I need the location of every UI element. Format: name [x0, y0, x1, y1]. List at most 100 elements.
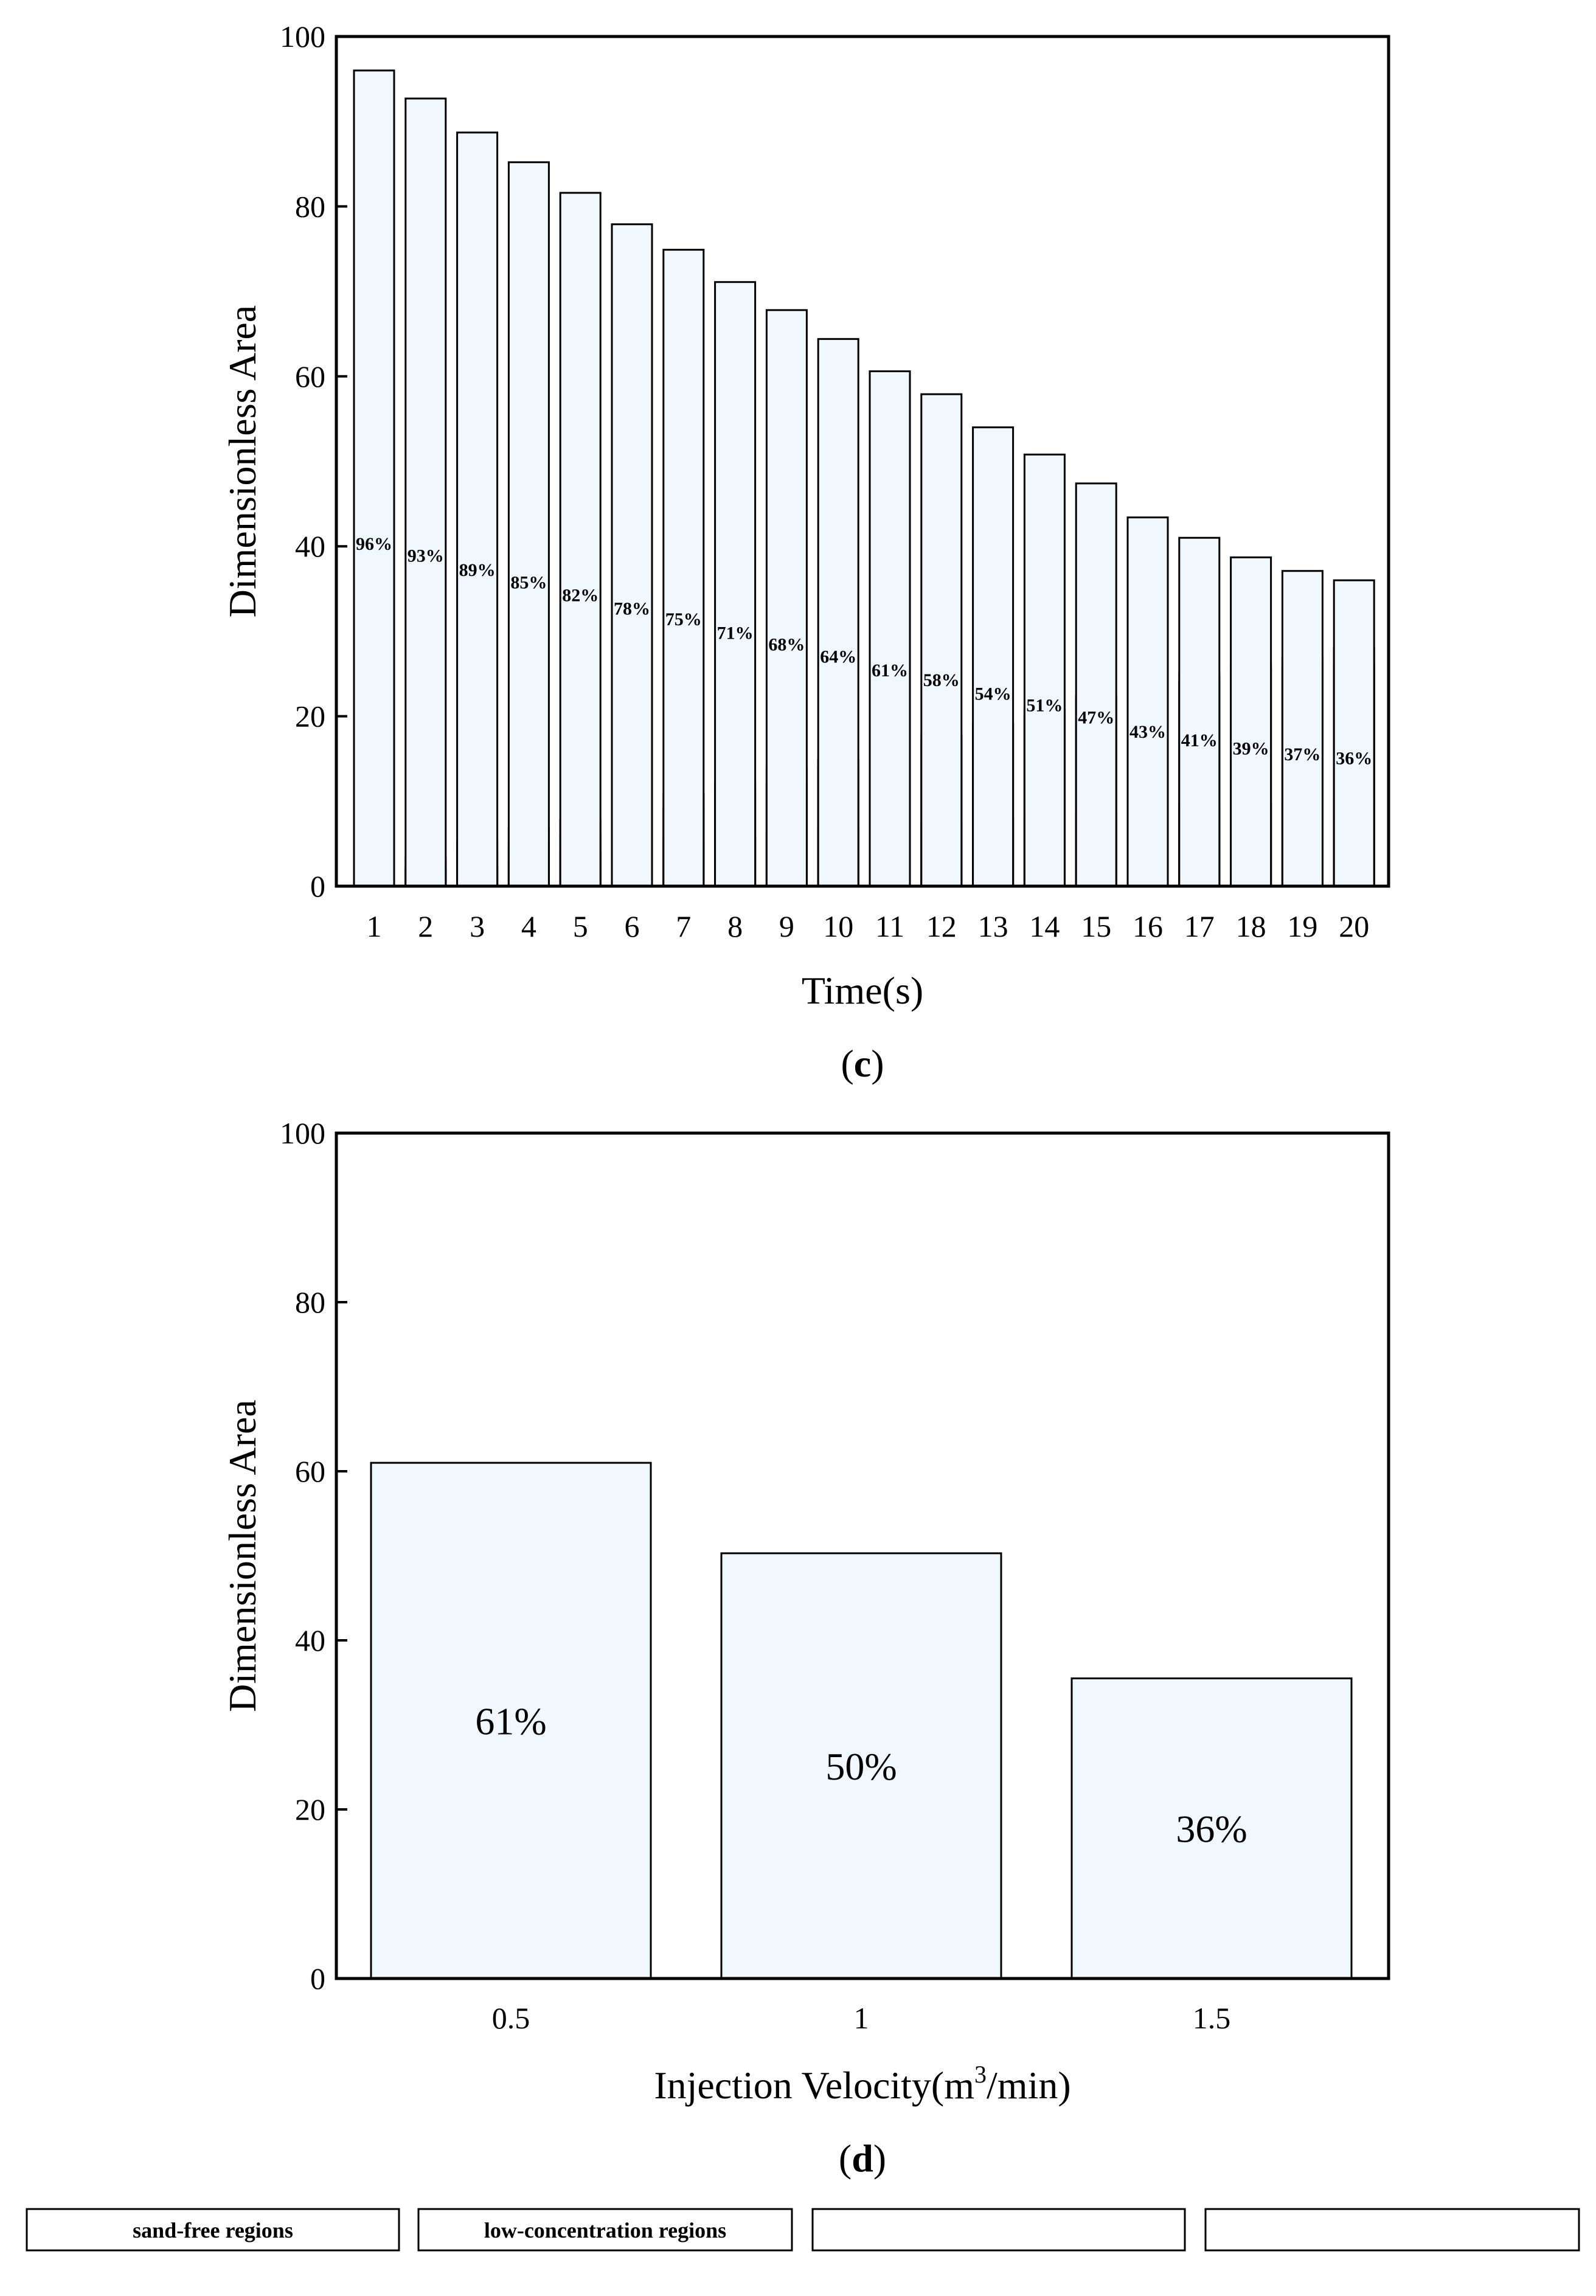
- bar-stack-6: 8%5%9%78%: [611, 223, 653, 887]
- x-tick-label: 3: [470, 909, 485, 943]
- bar-stack-16: 23%9%24%43%: [1126, 516, 1169, 887]
- x-tick-label: 20: [1339, 909, 1369, 943]
- bar-sand_free-1: [720, 1552, 1002, 1980]
- plot-frame: [335, 35, 1390, 888]
- data-label-sand_free-20: 36%: [1336, 748, 1372, 768]
- bar-stack-3: 4%3%5%89%: [456, 131, 499, 889]
- x-axis-title: Injection Velocity(m3/min): [654, 2061, 1070, 2107]
- y-tick-label: 20: [295, 1792, 325, 1826]
- y-axis-title: Dimensionless Area: [221, 305, 264, 618]
- chart-panel-c: 1%1%2%96% 1 2%2%3%93% 2 4%3%5%89% 3 5%3%7%85% 4…: [221, 19, 1390, 1085]
- y-tick-label: 40: [295, 529, 325, 563]
- bar-sand_free-2: [404, 97, 447, 887]
- legend-swatch: [1204, 2208, 1580, 2252]
- bar-sand_free-8: [714, 281, 757, 887]
- data-label-sand_free-0.5: 61%: [475, 1699, 546, 1743]
- x-tick-label: 14: [1029, 909, 1060, 943]
- bar-stack-8: 11%6%12%71%: [714, 281, 757, 887]
- legend-label: sand-free regions: [133, 2218, 293, 2242]
- bar-stack-10: 14%7%15%64%: [817, 338, 859, 887]
- data-label-sand_free-4: 85%: [510, 573, 547, 593]
- data-label-sand_free-1: 50%: [825, 1745, 897, 1788]
- data-label-sand_free-14: 51%: [1026, 695, 1063, 715]
- data-label-sand_free-11: 61%: [872, 661, 908, 681]
- legend-swatch: [26, 2208, 400, 2252]
- y-tick-label: 60: [295, 1454, 325, 1488]
- data-label-sand_free-12: 58%: [923, 670, 960, 690]
- x-tick-label: 17: [1184, 909, 1215, 943]
- x-tick-label: 8: [727, 909, 743, 943]
- x-tick-label: 10: [823, 909, 853, 943]
- data-label-sand_free-6: 78%: [614, 598, 650, 619]
- bar-sand_free-19: [1281, 570, 1324, 887]
- bar-sand_free-14: [1023, 453, 1066, 887]
- x-tick-label: 4: [521, 909, 536, 943]
- y-tick-label: 100: [280, 1116, 325, 1150]
- bar-sand_free-3: [456, 131, 499, 887]
- bar-sand_free-5: [559, 192, 602, 887]
- legend-item-low: low-concentration regions: [417, 2208, 793, 2252]
- x-tick-label: 13: [978, 909, 1008, 943]
- bar-stack-1: 1%1%2%96%: [353, 69, 395, 893]
- bar-stack-19: 27%10%26%37%: [1281, 570, 1324, 887]
- y-tick-label: 0: [310, 869, 325, 903]
- x-tick-label: 19: [1287, 909, 1317, 943]
- bar-stack-1: 18%11%21%50%: [720, 1552, 1002, 1980]
- y-tick-label: 0: [310, 1961, 325, 1996]
- bar-sand_free-10: [817, 338, 859, 887]
- bar-stack-4: 5%3%7%85%: [507, 161, 550, 887]
- data-label-sand_free-17: 41%: [1181, 730, 1218, 751]
- chart-panel-d: 4%12%23%61% 0.5 18%11%21%50% 1 28%10%26%36% 1…: [221, 1116, 1390, 2180]
- x-axis-title: Time(s): [802, 969, 923, 1012]
- x-tick-label: 0.5: [492, 2001, 530, 2035]
- x-tick-label: 16: [1133, 909, 1163, 943]
- data-label-sand_free-7: 75%: [665, 609, 702, 629]
- bar-stack-20: 28%10%26%36%: [1333, 579, 1375, 887]
- bar-stack-11: 16%7%16%61%: [869, 370, 911, 887]
- legend-swatch: [811, 2208, 1186, 2252]
- x-tick-label: 18: [1236, 909, 1266, 943]
- x-tick-label: 9: [779, 909, 794, 943]
- bar-sand_free-0.5: [370, 1462, 652, 1980]
- bar-sand_free-20: [1333, 579, 1375, 887]
- y-tick-label: 20: [295, 699, 325, 734]
- x-tick-label: 1: [367, 909, 382, 943]
- bar-stack-2: 2%2%3%93%: [404, 97, 447, 889]
- x-tick-label: 5: [573, 909, 588, 943]
- bar-stack-0.5: 4%12%23%61%: [370, 1462, 652, 1984]
- bar-sand_free-11: [869, 370, 911, 887]
- x-tick-label: 6: [625, 909, 640, 943]
- panel-label: (c): [841, 1042, 884, 1085]
- bar-stack-5: 6%4%8%82%: [559, 192, 602, 887]
- bar-stack-7: 9%5%11%75%: [662, 249, 705, 887]
- data-label-sand_free-5: 82%: [562, 586, 598, 606]
- legend-item-sand_free: sand-free regions: [26, 2208, 400, 2252]
- data-label-sand_free-2: 93%: [408, 546, 444, 566]
- data-label-sand_free-19: 37%: [1284, 744, 1320, 765]
- y-tick-label: 80: [295, 1285, 325, 1319]
- data-label-sand_free-3: 89%: [459, 560, 496, 580]
- bar-sand_free-1: [353, 69, 395, 887]
- data-label-sand_free-9: 68%: [768, 635, 805, 655]
- bar-sand_free-16: [1126, 516, 1169, 887]
- legend-label: high-concentration regions: [1267, 2218, 1518, 2242]
- bar-stack-18: 26%10%25%39%: [1230, 556, 1272, 887]
- x-tick-label: 15: [1081, 909, 1111, 943]
- data-label-sand_free-10: 64%: [820, 647, 856, 667]
- bar-sand_free-13: [972, 426, 1015, 887]
- bar-stack-15: 22%9%22%47%: [1075, 482, 1117, 887]
- bar-sand_free-7: [662, 249, 705, 887]
- x-tick-label: 1: [854, 2001, 869, 2035]
- y-tick-label: 40: [295, 1623, 325, 1657]
- legend-swatch: [417, 2208, 793, 2252]
- data-label-sand_free-16: 43%: [1129, 722, 1166, 742]
- bar-sand_free-4: [507, 161, 550, 887]
- panel-label: (d): [839, 2137, 886, 2180]
- bar-stack-12: 17%7%18%58%: [920, 393, 963, 887]
- y-tick-label: 60: [295, 359, 325, 394]
- bar-stack-1.5: 28%10%26%36%: [1070, 1677, 1353, 1980]
- y-tick-label: 100: [280, 19, 325, 54]
- bar-sand_free-9: [765, 309, 808, 887]
- plot-frame: [335, 1131, 1390, 1980]
